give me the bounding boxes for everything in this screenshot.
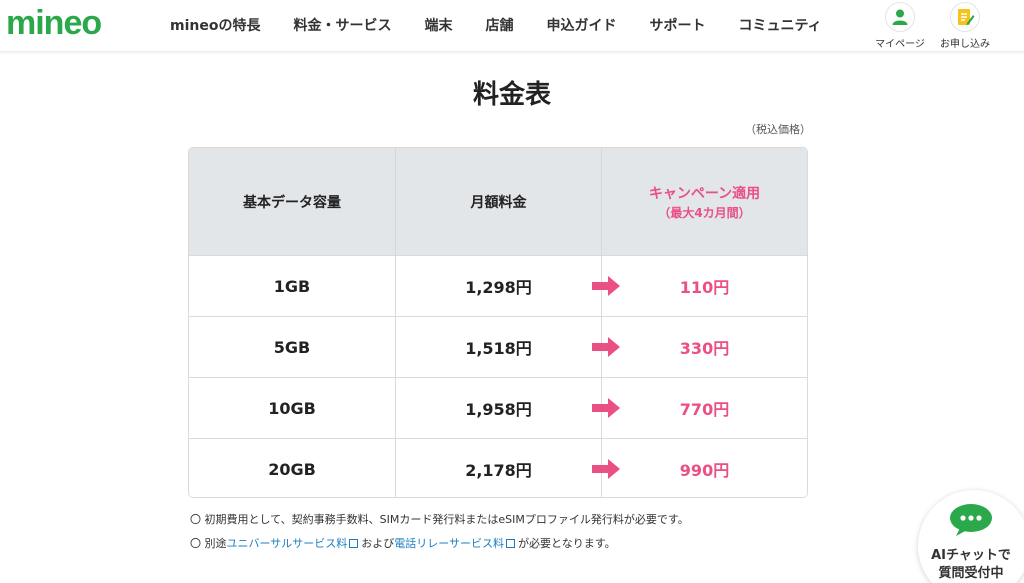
telephone-relay-fee-link[interactable]: 電話リレーサービス料 — [394, 537, 505, 550]
capacity-cell: 5GB — [273, 337, 311, 357]
site-header: mineo mineoの特長 料金・サービス 端末 店舗 申込ガイド サポート … — [0, 0, 1024, 52]
note-mid: および — [361, 537, 395, 550]
header-capacity: 基本データ容量 — [243, 194, 341, 211]
nav-item-stores[interactable]: 店舗 — [485, 18, 514, 34]
monthly-price-cell: 2,178円 — [395, 439, 601, 497]
ai-chat-label-line1: AIチャットで — [931, 548, 1011, 563]
table-header-row: 基本データ容量 月額料金 キャンペーン適用 （最大4カ月間） — [189, 148, 807, 255]
monthly-price-cell: 1,298円 — [395, 256, 601, 316]
tax-note: （税込価格） — [745, 123, 811, 136]
mypage-button[interactable]: マイページ — [868, 2, 932, 50]
ai-chat-label-line2: 質問受付中 — [938, 566, 1004, 581]
nav-item-support[interactable]: サポート — [649, 18, 706, 34]
table-row: 1GB 1,298円 110円 — [189, 255, 807, 316]
capacity-cell: 20GB — [268, 459, 316, 479]
header-monthly: 月額料金 — [395, 148, 601, 255]
universal-service-fee-link[interactable]: ユニバーサルサービス料 — [226, 537, 348, 550]
application-form-icon — [950, 2, 980, 32]
page-title: 料金表 — [472, 80, 551, 110]
mineo-logo[interactable]: mineo — [6, 4, 102, 42]
campaign-price-cell: 330円 — [601, 317, 807, 377]
chat-bubble-icon — [950, 504, 992, 536]
pricing-table: 基本データ容量 月額料金 キャンペーン適用 （最大4カ月間） 1GB 1,298… — [188, 147, 808, 498]
table-row: 5GB 1,518円 330円 — [189, 316, 807, 377]
note-initial-fees: 〇 初期費用として、契約事務手数料、SIMカード発行料またはeSIMプロファイル… — [190, 513, 689, 526]
note-additional-fees: 〇 別途ユニバーサルサービス料 および電話リレーサービス料 が必要となります。 — [190, 537, 689, 561]
external-link-icon — [349, 539, 359, 548]
fee-notes: 〇 初期費用として、契約事務手数料、SIMカード発行料またはeSIMプロファイル… — [190, 513, 689, 561]
external-link-icon — [506, 539, 516, 548]
apply-label: お申し込み — [940, 39, 990, 50]
note-suffix: が必要となります。 — [518, 537, 616, 550]
table-row: 10GB 1,958円 770円 — [189, 377, 807, 438]
header-campaign: キャンペーン適用 （最大4カ月間） — [601, 148, 807, 255]
campaign-price-cell: 990円 — [601, 439, 807, 497]
monthly-price-cell: 1,958円 — [395, 378, 601, 438]
right-arrow-icon — [592, 459, 620, 479]
mypage-label: マイページ — [875, 39, 925, 50]
table-row: 20GB 2,178円 990円 — [189, 438, 807, 497]
nav-item-features[interactable]: mineoの特長 — [170, 18, 261, 34]
nav-item-guide[interactable]: 申込ガイド — [546, 18, 617, 34]
right-arrow-icon — [592, 337, 620, 357]
note-prefix: 〇 別途 — [190, 537, 227, 550]
monthly-price-cell: 1,518円 — [395, 317, 601, 377]
capacity-cell: 1GB — [273, 276, 311, 296]
campaign-price-cell: 110円 — [601, 256, 807, 316]
right-arrow-icon — [592, 398, 620, 418]
capacity-cell: 10GB — [268, 398, 316, 418]
campaign-price-cell: 770円 — [601, 378, 807, 438]
nav-item-devices[interactable]: 端末 — [424, 18, 453, 34]
ai-chat-button[interactable]: AIチャットで 質問受付中 — [918, 490, 1024, 583]
header-campaign-period: （最大4カ月間） — [658, 205, 751, 220]
main-nav: mineoの特長 料金・サービス 端末 店舗 申込ガイド サポート コミュニティ — [170, 15, 855, 35]
right-arrow-icon — [592, 276, 620, 296]
header-campaign-title: キャンペーン適用 — [648, 185, 761, 202]
user-icon — [885, 2, 915, 32]
apply-button[interactable]: お申し込み — [933, 2, 997, 50]
nav-item-pricing[interactable]: 料金・サービス — [293, 18, 392, 34]
nav-item-community[interactable]: コミュニティ — [738, 18, 822, 34]
